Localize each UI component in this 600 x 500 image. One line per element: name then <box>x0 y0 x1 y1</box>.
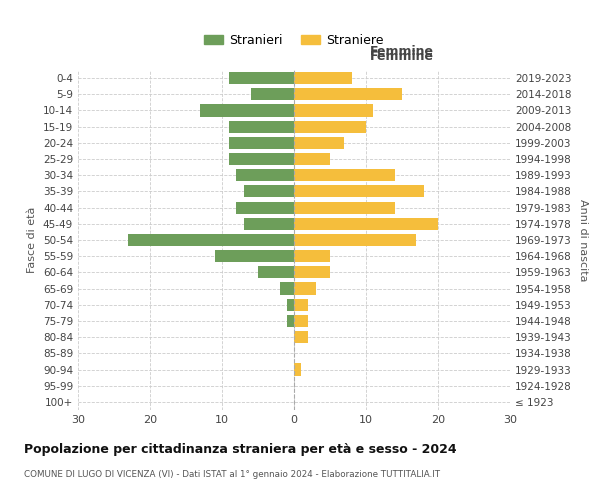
Bar <box>229 72 294 84</box>
Bar <box>294 120 366 132</box>
Bar <box>287 315 294 327</box>
Bar <box>280 282 294 294</box>
Bar <box>229 137 294 149</box>
Bar <box>236 202 294 213</box>
Bar <box>294 218 438 230</box>
Text: Popolazione per cittadinanza straniera per età e sesso - 2024: Popolazione per cittadinanza straniera p… <box>24 442 457 456</box>
Bar <box>294 72 352 84</box>
Bar <box>294 298 308 311</box>
Bar <box>236 169 294 181</box>
Bar <box>294 315 308 327</box>
Bar <box>200 104 294 117</box>
Bar <box>128 234 294 246</box>
Y-axis label: Fasce di età: Fasce di età <box>28 207 37 273</box>
Bar <box>294 88 402 101</box>
Bar <box>294 282 316 294</box>
Legend: Stranieri, Straniere: Stranieri, Straniere <box>199 28 389 52</box>
Text: Femmine: Femmine <box>370 50 434 63</box>
Text: COMUNE DI LUGO DI VICENZA (VI) - Dati ISTAT al 1° gennaio 2024 - Elaborazione TU: COMUNE DI LUGO DI VICENZA (VI) - Dati IS… <box>24 470 440 479</box>
Bar <box>294 202 395 213</box>
Bar <box>294 266 330 278</box>
Bar <box>294 104 373 117</box>
Bar <box>294 364 301 376</box>
Bar <box>215 250 294 262</box>
Bar <box>294 137 344 149</box>
Bar <box>258 266 294 278</box>
Bar <box>294 250 330 262</box>
Bar <box>294 169 395 181</box>
Bar <box>251 88 294 101</box>
Bar <box>294 153 330 165</box>
Bar <box>294 186 424 198</box>
Bar <box>287 298 294 311</box>
Bar <box>229 120 294 132</box>
Bar <box>294 331 308 343</box>
Bar <box>294 234 416 246</box>
Bar <box>244 218 294 230</box>
Bar <box>244 186 294 198</box>
Text: Femmine: Femmine <box>370 45 434 58</box>
Y-axis label: Anni di nascita: Anni di nascita <box>578 198 588 281</box>
Bar <box>229 153 294 165</box>
